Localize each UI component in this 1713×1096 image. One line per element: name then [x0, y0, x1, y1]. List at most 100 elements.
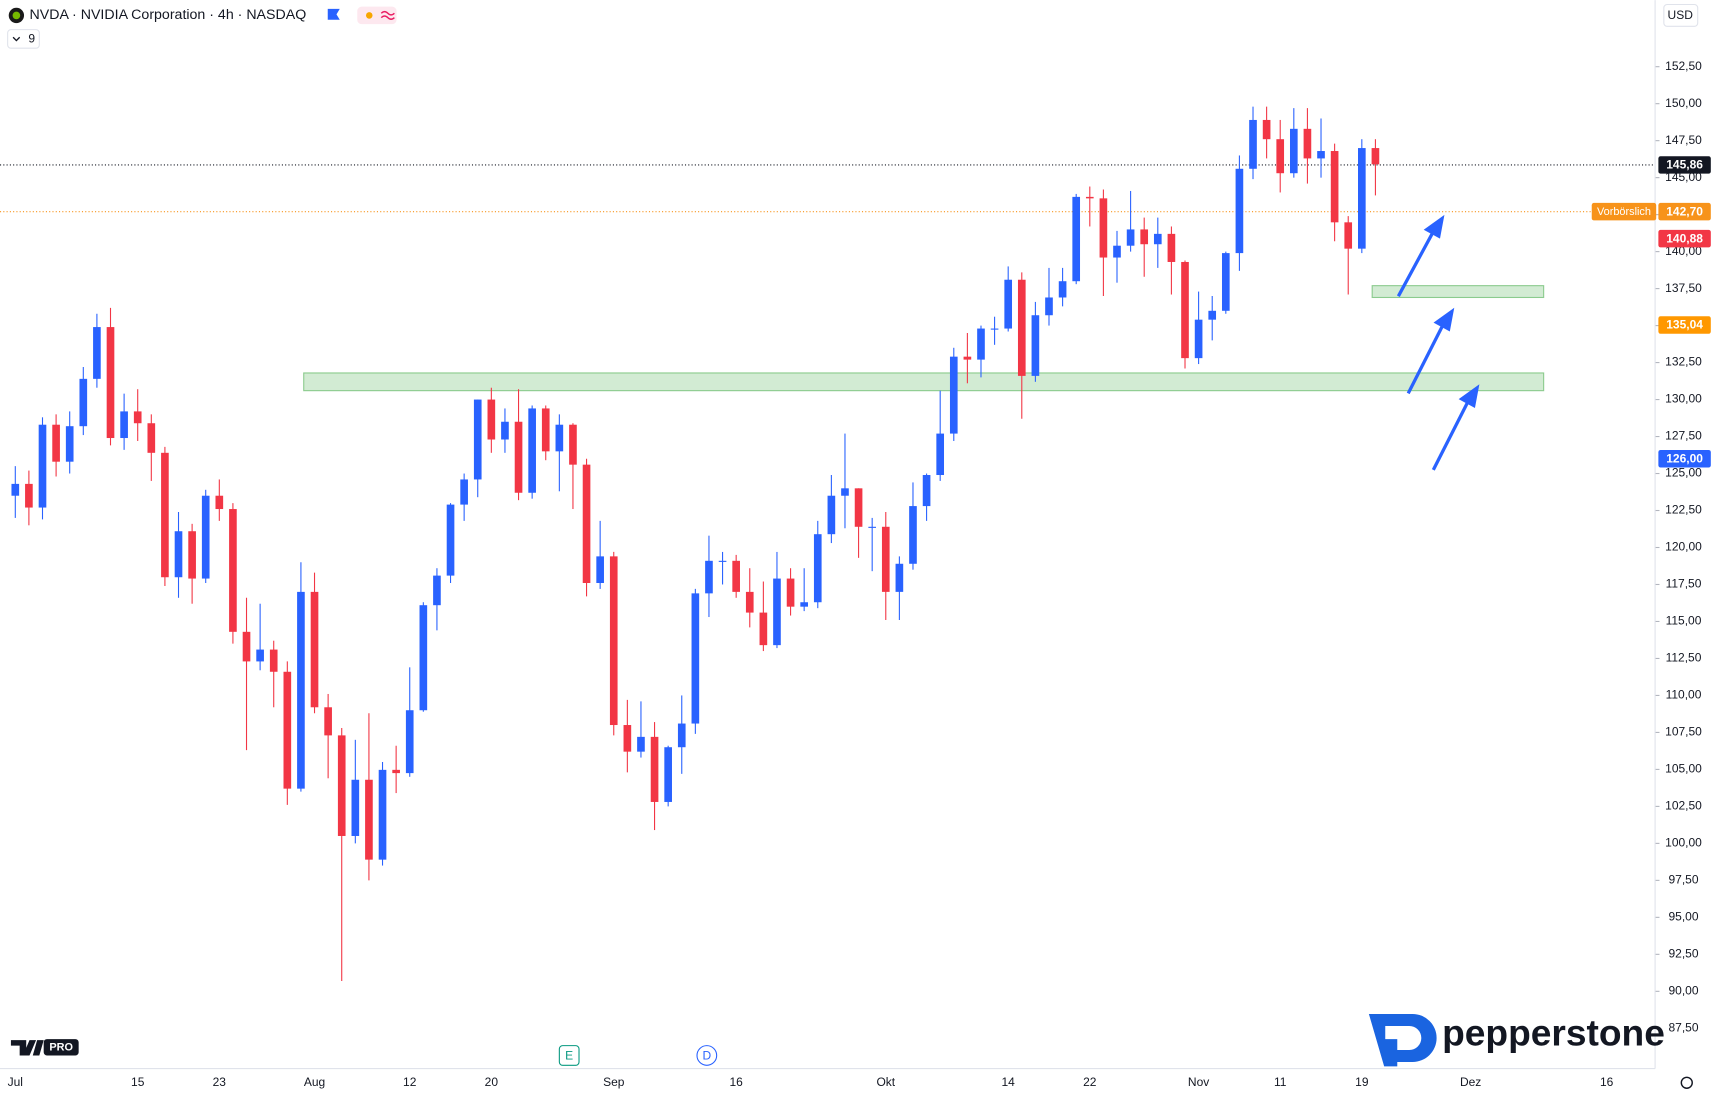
candle-body: [1153, 233, 1162, 245]
x-tick-label: 23: [213, 1075, 227, 1089]
arrow: [1396, 228, 1436, 297]
candle-body: [650, 736, 659, 802]
candle-body: [433, 575, 441, 606]
arrow: [1406, 321, 1446, 395]
candle-body: [963, 356, 972, 360]
candle-body: [664, 747, 672, 802]
candle-body: [242, 631, 251, 662]
candle-body: [351, 779, 360, 836]
candle-body: [745, 591, 754, 613]
currency-button[interactable]: [1663, 3, 1699, 27]
y-tick-label: 147,50: [1665, 133, 1702, 147]
candle-body: [1099, 198, 1108, 258]
candle-body: [365, 779, 373, 860]
price-tag-name: Vorbörslich: [1597, 206, 1651, 218]
arrow-head: [1458, 384, 1480, 408]
candle-body: [93, 327, 101, 379]
candle-body: [718, 560, 727, 562]
candle-body: [514, 421, 523, 493]
overlay: 87,50 90,00 92,50 95,00 97,50 100,00 102,50 105…: [8, 59, 1711, 1089]
candle-body: [691, 593, 700, 724]
event-badge[interactable]: [558, 1045, 580, 1066]
candle-body: [283, 671, 292, 789]
candle-body: [922, 475, 931, 507]
candle-body: [868, 526, 877, 528]
status-icon: [365, 12, 373, 19]
candle-body: [310, 591, 319, 708]
brand-logo: [1385, 1025, 1422, 1050]
candle-body: [25, 483, 33, 508]
y-tick-label: 117,50: [1666, 577, 1702, 591]
candle-body: [392, 769, 400, 774]
candle-body: [297, 591, 305, 789]
price-tag-label: 140,88: [1666, 231, 1703, 245]
indicator-count: 9: [28, 32, 35, 46]
candle-body: [1045, 297, 1053, 316]
candle-body: [895, 563, 904, 592]
candle-body: [419, 605, 428, 711]
candle-body: [569, 424, 577, 465]
candle-body: [1072, 196, 1081, 282]
candle-body: [909, 506, 917, 564]
candle-body: [1208, 310, 1217, 320]
candle-body: [1276, 139, 1285, 174]
candle-body: [732, 560, 740, 592]
candle-body: [1344, 222, 1353, 249]
settings-icon[interactable]: [1680, 1076, 1693, 1089]
candle-body: [229, 509, 237, 632]
candle-body: [147, 423, 156, 453]
brand-name: pepperstone: [1442, 1012, 1665, 1054]
y-tick-label: 105,00: [1665, 762, 1702, 776]
candle-body: [936, 433, 945, 476]
candle-body: [854, 488, 863, 527]
candle-body: [460, 479, 468, 505]
candle-body: [256, 649, 264, 662]
candle-body: [813, 534, 822, 603]
price-tag-label: 142,70: [1666, 204, 1703, 218]
candle-body: [977, 328, 985, 360]
candle-body: [65, 426, 74, 462]
candle-body: [1249, 119, 1257, 169]
candle-body: [473, 399, 482, 480]
price-tag-label: 135,04: [1666, 318, 1703, 332]
y-tick-label: 150,00: [1665, 96, 1702, 110]
indicator-toggle[interactable]: [7, 29, 40, 49]
tv-badge: [43, 1039, 79, 1056]
candle-body: [106, 327, 115, 439]
symbol-title: NVDA · NVIDIA Corporation · 4h · NASDAQ: [29, 7, 306, 23]
candle-body: [1194, 319, 1203, 359]
candle-body: [52, 424, 60, 462]
candle-body: [1167, 233, 1176, 262]
candle-body: [555, 424, 564, 452]
y-tick-label: 137,50: [1665, 281, 1702, 295]
price-tag: [1658, 202, 1711, 221]
event-badge[interactable]: [696, 1045, 718, 1066]
candle-body: [188, 531, 196, 579]
status-badge[interactable]: [357, 6, 397, 25]
candle-body: [1303, 128, 1312, 159]
candle-body: [1358, 148, 1366, 249]
x-tick-label: Dez: [1460, 1075, 1481, 1089]
candle-body: [38, 424, 47, 508]
candle-body: [1235, 168, 1244, 254]
candle-body: [1113, 245, 1121, 258]
status-icon: [380, 10, 395, 20]
candle-body: [800, 602, 808, 607]
candle-body: [623, 725, 632, 752]
candle-body: [487, 399, 496, 440]
flag-icon[interactable]: [327, 8, 340, 20]
candle-body: [174, 531, 183, 578]
candle-body: [337, 735, 346, 836]
y-tick-label: 90,00: [1668, 983, 1698, 997]
x-tick-label: Jul: [8, 1075, 23, 1089]
y-tick-label: 120,00: [1665, 540, 1702, 554]
candle-body: [1085, 196, 1094, 199]
x-tick-label: 12: [403, 1075, 417, 1089]
candle-body: [11, 483, 20, 496]
candle-body: [501, 421, 509, 440]
annotation-arrows: [1396, 214, 1480, 471]
candle-body: [1289, 128, 1298, 174]
